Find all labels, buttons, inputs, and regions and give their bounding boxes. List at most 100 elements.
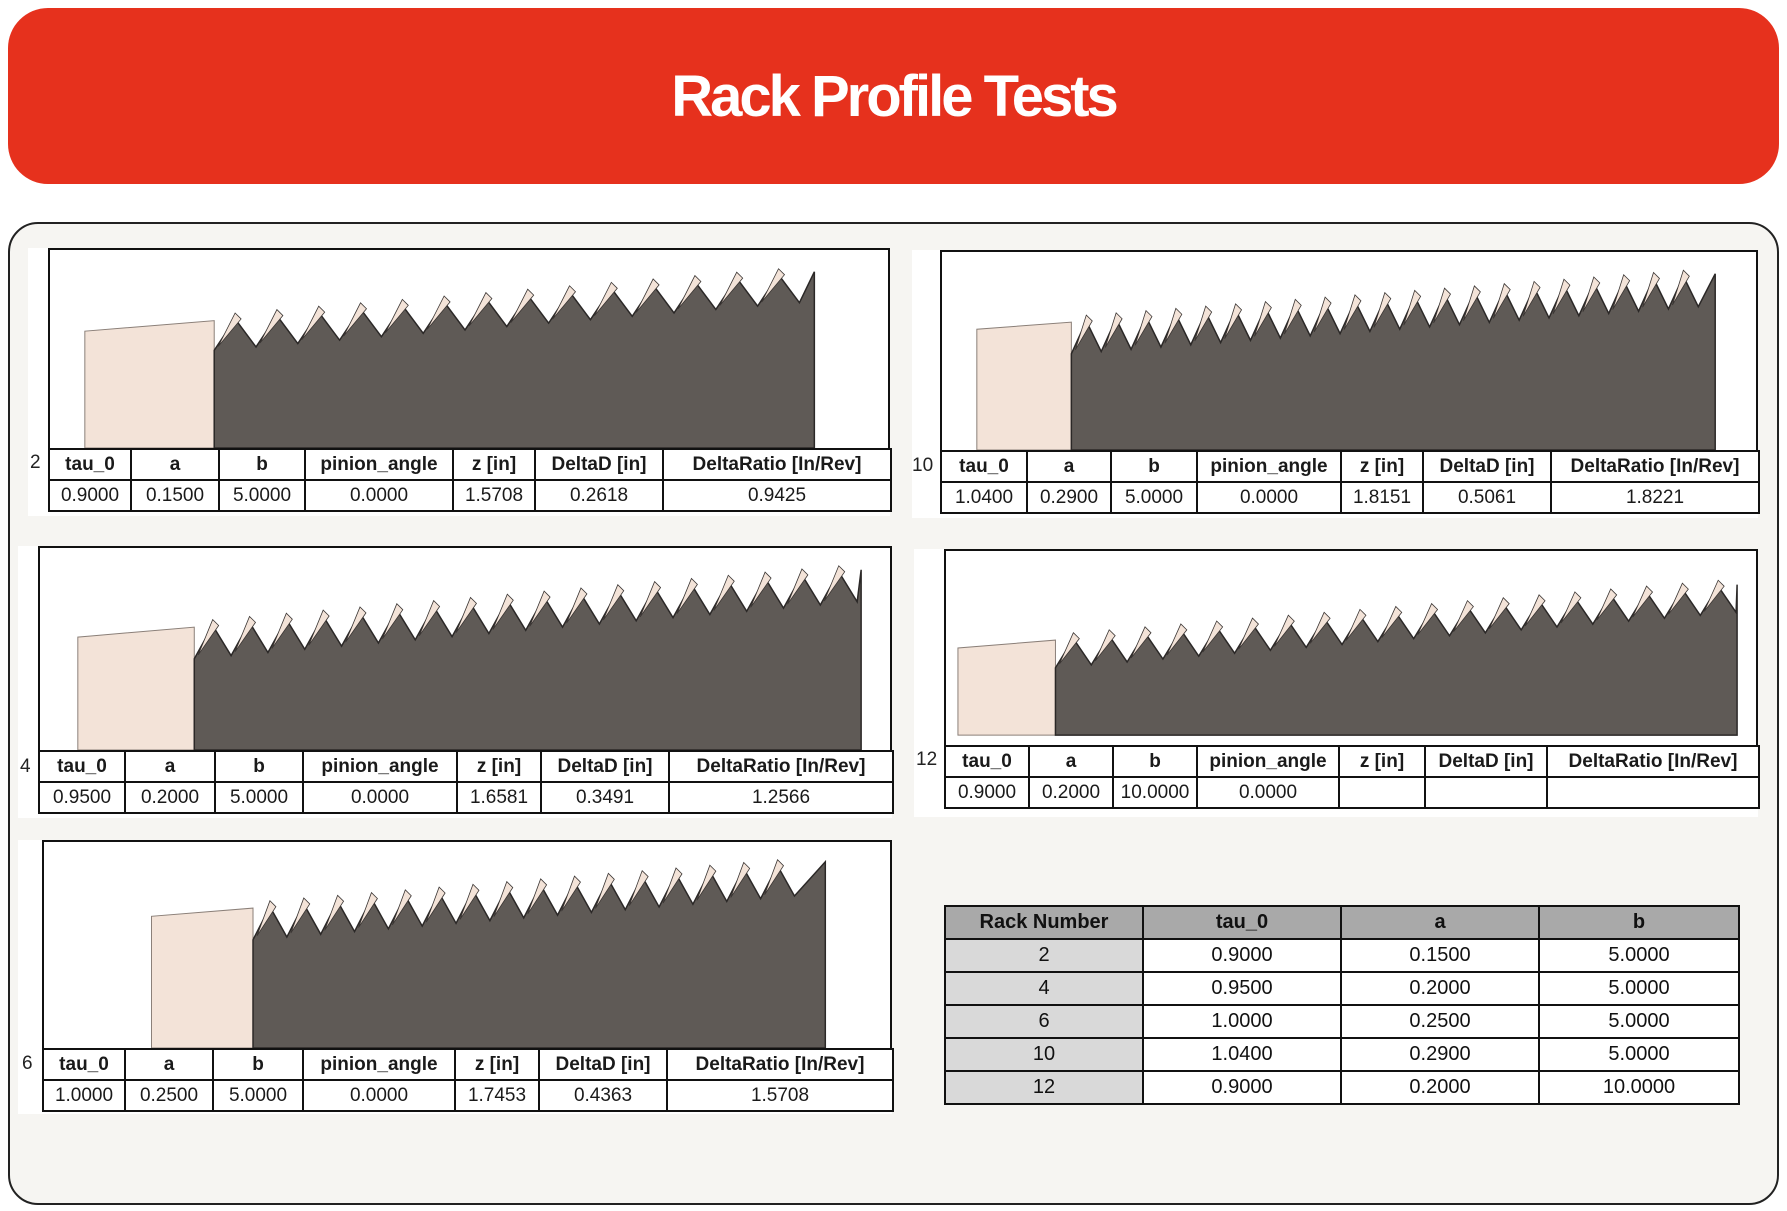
title-banner: Rack Profile Tests (8, 8, 1779, 184)
rack-number: 12 (916, 749, 938, 770)
col-header: pinion_angle (302, 1048, 456, 1081)
test-card-rack-10: 10 tau_0 a b pinion_angle z [in] DeltaD … (912, 250, 1760, 518)
table-row: 10 1.0400 0.2900 5.0000 (944, 1037, 1740, 1072)
value-cell: 0.9500 (38, 781, 126, 814)
summary-cell: 1.0000 (1142, 1004, 1342, 1039)
test-card-rack-2: 2 tau_0 a b pinion_angle z [in] DeltaD [… (28, 248, 892, 516)
col-header: z [in] (1338, 745, 1426, 778)
col-header: DeltaRatio [In/Rev] (668, 750, 894, 783)
col-header: a (1028, 745, 1114, 778)
summary-cell: 5.0000 (1538, 1004, 1740, 1039)
summary-cell: 0.2900 (1340, 1037, 1540, 1072)
rack-render (38, 546, 892, 750)
col-header: tau_0 (940, 450, 1028, 483)
value-cell: 0.2000 (124, 781, 216, 814)
value-cell: 1.5708 (666, 1079, 894, 1112)
rack-render (42, 840, 892, 1048)
table-row: 2 0.9000 0.1500 5.0000 (944, 938, 1740, 973)
table-row: 12 0.9000 0.2000 10.0000 (944, 1070, 1740, 1105)
col-header: pinion_angle (1196, 745, 1340, 778)
value-cell: 5.0000 (218, 479, 306, 512)
value-cell: 0.1500 (130, 479, 220, 512)
col-header: z [in] (452, 448, 536, 481)
summary-cell: 0.9000 (1142, 1070, 1342, 1105)
col-header: a (124, 1048, 214, 1081)
parameter-table: tau_0 a b pinion_angle z [in] DeltaD [in… (42, 1048, 894, 1112)
rack-number-cell: 4 (944, 971, 1144, 1006)
summary-header: tau_0 (1142, 905, 1342, 940)
rack-profile-image (150, 859, 827, 1048)
value-cell: 0.9000 (48, 479, 132, 512)
rack-number: 4 (20, 756, 31, 777)
col-header: z [in] (454, 1048, 540, 1081)
rack-number: 2 (30, 452, 41, 473)
value-cell: 1.0400 (940, 481, 1028, 514)
summary-cell: 0.2000 (1340, 1070, 1540, 1105)
col-header: tau_0 (38, 750, 126, 783)
col-header: DeltaRatio [In/Rev] (666, 1048, 894, 1081)
col-header: z [in] (1340, 450, 1424, 483)
col-header: DeltaD [in] (1424, 745, 1548, 778)
col-header: DeltaD [in] (538, 1048, 668, 1081)
col-header: DeltaD [in] (1422, 450, 1552, 483)
summary-header: a (1340, 905, 1540, 940)
value-cell (1338, 776, 1426, 809)
value-cell: 0.2900 (1026, 481, 1112, 514)
value-cell (1546, 776, 1760, 809)
rack-number-cell: 12 (944, 1070, 1144, 1105)
rack-render (940, 250, 1758, 450)
table-row: 4 0.9500 0.2000 5.0000 (944, 971, 1740, 1006)
rack-profile-image (957, 579, 1738, 736)
value-cell: 0.2500 (124, 1079, 214, 1112)
value-cell: 0.0000 (1196, 776, 1340, 809)
rack-number-cell: 6 (944, 1004, 1144, 1039)
col-header: b (212, 1048, 304, 1081)
value-cell: 0.2618 (534, 479, 664, 512)
rack-profile-image (77, 565, 862, 750)
value-cell: 5.0000 (214, 781, 304, 814)
parameter-table: tau_0 a b pinion_angle z [in] DeltaD [in… (944, 745, 1760, 809)
value-cell: 0.4363 (538, 1079, 668, 1112)
value-cell: 1.0000 (42, 1079, 126, 1112)
value-cell (1424, 776, 1548, 809)
col-header: tau_0 (944, 745, 1030, 778)
test-card-rack-12: 12 tau_0 a b pinion_angle z [in] DeltaD … (914, 549, 1760, 817)
col-header: b (1110, 450, 1198, 483)
value-cell: 0.0000 (1196, 481, 1342, 514)
value-cell: 1.2566 (668, 781, 894, 814)
value-cell: 1.8221 (1550, 481, 1760, 514)
col-header: a (124, 750, 216, 783)
summary-header: Rack Number (944, 905, 1144, 940)
test-card-rack-6: 6 tau_0 a b pinion_angle z [in] DeltaD [… (18, 840, 894, 1114)
summary-cell: 0.9500 (1142, 971, 1342, 1006)
value-cell: 0.0000 (302, 781, 458, 814)
summary-cell: 5.0000 (1538, 938, 1740, 973)
col-header: pinion_angle (1196, 450, 1342, 483)
rack-render (944, 549, 1758, 745)
summary-cell: 0.2500 (1340, 1004, 1540, 1039)
value-cell: 0.3491 (540, 781, 670, 814)
rack-profile-image (976, 269, 1716, 450)
value-cell: 5.0000 (1110, 481, 1198, 514)
summary-cell: 5.0000 (1538, 1037, 1740, 1072)
summary-cell: 5.0000 (1538, 971, 1740, 1006)
parameter-table: tau_0 a b pinion_angle z [in] DeltaD [in… (38, 750, 894, 814)
col-header: DeltaD [in] (540, 750, 670, 783)
rack-number-cell: 10 (944, 1037, 1144, 1072)
value-cell: 0.2000 (1028, 776, 1114, 809)
col-header: a (130, 448, 220, 481)
col-header: b (214, 750, 304, 783)
summary-cell: 0.1500 (1340, 938, 1540, 973)
parameter-table: tau_0 a b pinion_angle z [in] DeltaD [in… (48, 448, 892, 512)
page-title: Rack Profile Tests (671, 63, 1119, 129)
rack-render (48, 248, 890, 448)
col-header: tau_0 (48, 448, 132, 481)
value-cell: 0.0000 (304, 479, 454, 512)
summary-header: b (1538, 905, 1740, 940)
col-header: DeltaD [in] (534, 448, 664, 481)
rack-number-cell: 2 (944, 938, 1144, 973)
value-cell: 1.7453 (454, 1079, 540, 1112)
col-header: b (1112, 745, 1198, 778)
table-row: 6 1.0000 0.2500 5.0000 (944, 1004, 1740, 1039)
summary-table: Rack Number tau_0 a b 2 0.9000 0.1500 5.… (944, 905, 1740, 1105)
